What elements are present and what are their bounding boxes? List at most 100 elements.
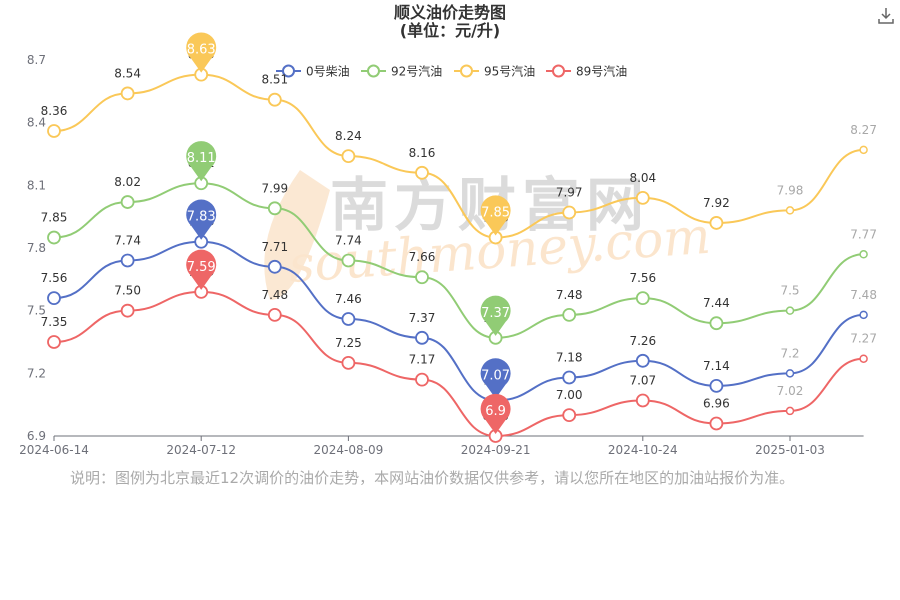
y-tick-label: 8.1: [27, 178, 46, 192]
data-point: [341, 312, 356, 326]
pin-shape: [186, 249, 217, 290]
data-label: 7.50: [114, 284, 141, 298]
data-point: [120, 195, 135, 209]
x-tick-label: 2024-08-09: [314, 443, 384, 457]
data-point: [562, 370, 577, 385]
data-label: 7.2: [780, 346, 799, 360]
max-pin: 7.59: [186, 249, 217, 290]
pin-label: 8.11: [187, 151, 216, 166]
pin-label: 7.83: [187, 210, 216, 225]
data-point: [415, 165, 429, 180]
series-line: [53, 240, 864, 402]
legend-item[interactable]: 95号汽油: [454, 64, 535, 79]
data-label: 8.51: [261, 73, 288, 87]
pin-label: 7.85: [481, 206, 510, 221]
data-label: 6.96: [703, 396, 730, 410]
data-point: [709, 316, 724, 331]
data-label: 7.74: [114, 234, 141, 248]
data-point: [562, 408, 577, 423]
pin-shape: [186, 141, 217, 182]
data-point: [120, 253, 135, 268]
pin-shape: [186, 32, 217, 73]
data-point: [635, 393, 650, 408]
data-point: [120, 303, 135, 318]
pin-shape: [480, 195, 511, 236]
x-tick-label: 2025-01-03: [755, 443, 825, 457]
series-3: 7.357.507.597.487.257.176.907.007.076.96…: [41, 249, 877, 443]
data-point: [267, 259, 282, 274]
max-pin: 8.63: [186, 32, 217, 73]
y-tick-label: 7.8: [27, 241, 46, 255]
min-pin: 7.07: [480, 358, 511, 399]
data-label: 7.27: [850, 332, 877, 346]
data-label: 7.74: [335, 234, 362, 248]
legend-label: 95号汽油: [484, 64, 535, 79]
data-point: [785, 369, 795, 378]
download-icon[interactable]: [876, 6, 896, 26]
data-label: 7.25: [335, 336, 362, 350]
data-point: [47, 230, 61, 245]
data-label: 7.18: [556, 351, 583, 365]
y-tick-label: 8.4: [27, 116, 46, 130]
min-pin: 7.85: [480, 195, 511, 236]
series-2: 8.36 8.54 8.63 8.51 8.24 8.16 7.85 7.97 8.04 7.92…: [41, 32, 877, 245]
data-label: 7.85: [41, 211, 68, 225]
data-label: 7.71: [261, 240, 288, 254]
data-point: [635, 291, 650, 306]
data-label: 7.02: [777, 384, 804, 398]
data-label: 8.16: [409, 146, 436, 160]
x-tick-label: 2024-10-24: [608, 443, 678, 457]
data-label: 7.66: [409, 250, 436, 264]
data-label: 8.02: [114, 175, 141, 189]
data-point: [785, 406, 795, 416]
data-point: [415, 372, 429, 387]
data-label: 7.97: [556, 185, 583, 199]
legend-marker: [367, 64, 380, 78]
data-point: [859, 250, 868, 259]
min-pin: 7.37: [480, 295, 511, 336]
data-point: [267, 92, 282, 107]
data-point: [709, 216, 724, 230]
data-point: [785, 306, 795, 315]
series-line: [53, 290, 864, 438]
pin-shape: [480, 393, 511, 434]
data-label: 8.24: [335, 129, 362, 143]
data-label: 7.44: [703, 296, 730, 310]
data-label: 7.77: [850, 227, 877, 241]
x-tick-label: 2024-07-12: [166, 443, 236, 457]
series-line: [53, 182, 864, 339]
legend-label: 92号汽油: [391, 64, 442, 79]
data-point: [635, 190, 650, 205]
chart-title: 顺义油价走势图: [393, 3, 506, 22]
data-point: [709, 378, 724, 393]
data-label: 7.46: [335, 292, 362, 306]
data-label: 7.56: [629, 271, 656, 285]
data-label: 8.36: [41, 104, 68, 118]
legend-item[interactable]: 0号柴油: [276, 64, 350, 79]
data-label: 7.35: [41, 315, 68, 329]
data-point: [47, 335, 61, 349]
pin-shape: [480, 295, 511, 336]
data-label: 7.56: [41, 271, 68, 285]
data-point: [709, 416, 724, 431]
y-tick-label: 8.7: [27, 53, 46, 67]
pin-shape: [480, 358, 511, 399]
legend-marker: [460, 64, 473, 78]
legend-marker: [282, 64, 295, 78]
data-label: 8.04: [629, 171, 656, 185]
data-label: 7.07: [629, 373, 656, 387]
legend-item[interactable]: 89号汽油: [546, 64, 627, 79]
legend-label: 89号汽油: [576, 64, 627, 79]
data-label: 7.98: [777, 183, 804, 197]
data-label: 7.14: [703, 359, 730, 373]
pin-label: 7.07: [481, 368, 510, 383]
pin-label: 7.59: [187, 260, 216, 275]
legend-item[interactable]: 92号汽油: [361, 64, 442, 79]
data-label: 7.17: [409, 353, 436, 367]
footnote: 说明：图例为北京最近12次调价的油价走势，本网站油价数据仅供参考，请以您所在地区…: [70, 469, 795, 487]
series-line: [53, 73, 864, 239]
data-point: [341, 355, 356, 370]
data-label: 7.92: [703, 196, 730, 210]
data-label: 7.48: [850, 288, 877, 302]
data-point: [562, 205, 577, 220]
